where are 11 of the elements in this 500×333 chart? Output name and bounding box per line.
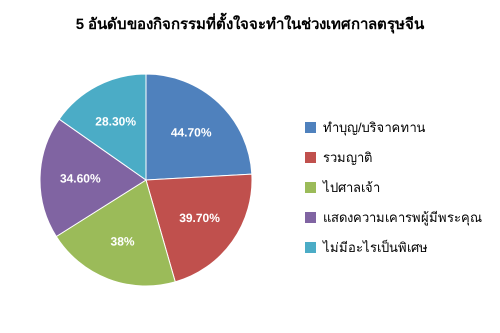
legend-label: ไม่มีอะไรเป็นพิเศษ bbox=[322, 238, 428, 255]
data-label: 38% bbox=[110, 234, 135, 248]
legend-label: แสดงความเคารพผู้มีพระคุณ bbox=[323, 210, 482, 226]
data-label: 28.30% bbox=[95, 114, 136, 129]
legend-label: รวมญาติ bbox=[323, 150, 372, 165]
data-label: 44.70% bbox=[170, 125, 212, 140]
chart-title: 5 อันดับของกิจกรรมที่ตั้งใจจะทำในช่วงเทศกาลตรุษจีน bbox=[76, 12, 426, 34]
data-label: 34.60% bbox=[60, 171, 101, 186]
data-label: 39.70% bbox=[179, 211, 220, 226]
legend-label: ไปศาลเจ้า bbox=[322, 180, 380, 195]
legend-label: ทำบุญ/บริจาคทาน bbox=[323, 120, 426, 136]
